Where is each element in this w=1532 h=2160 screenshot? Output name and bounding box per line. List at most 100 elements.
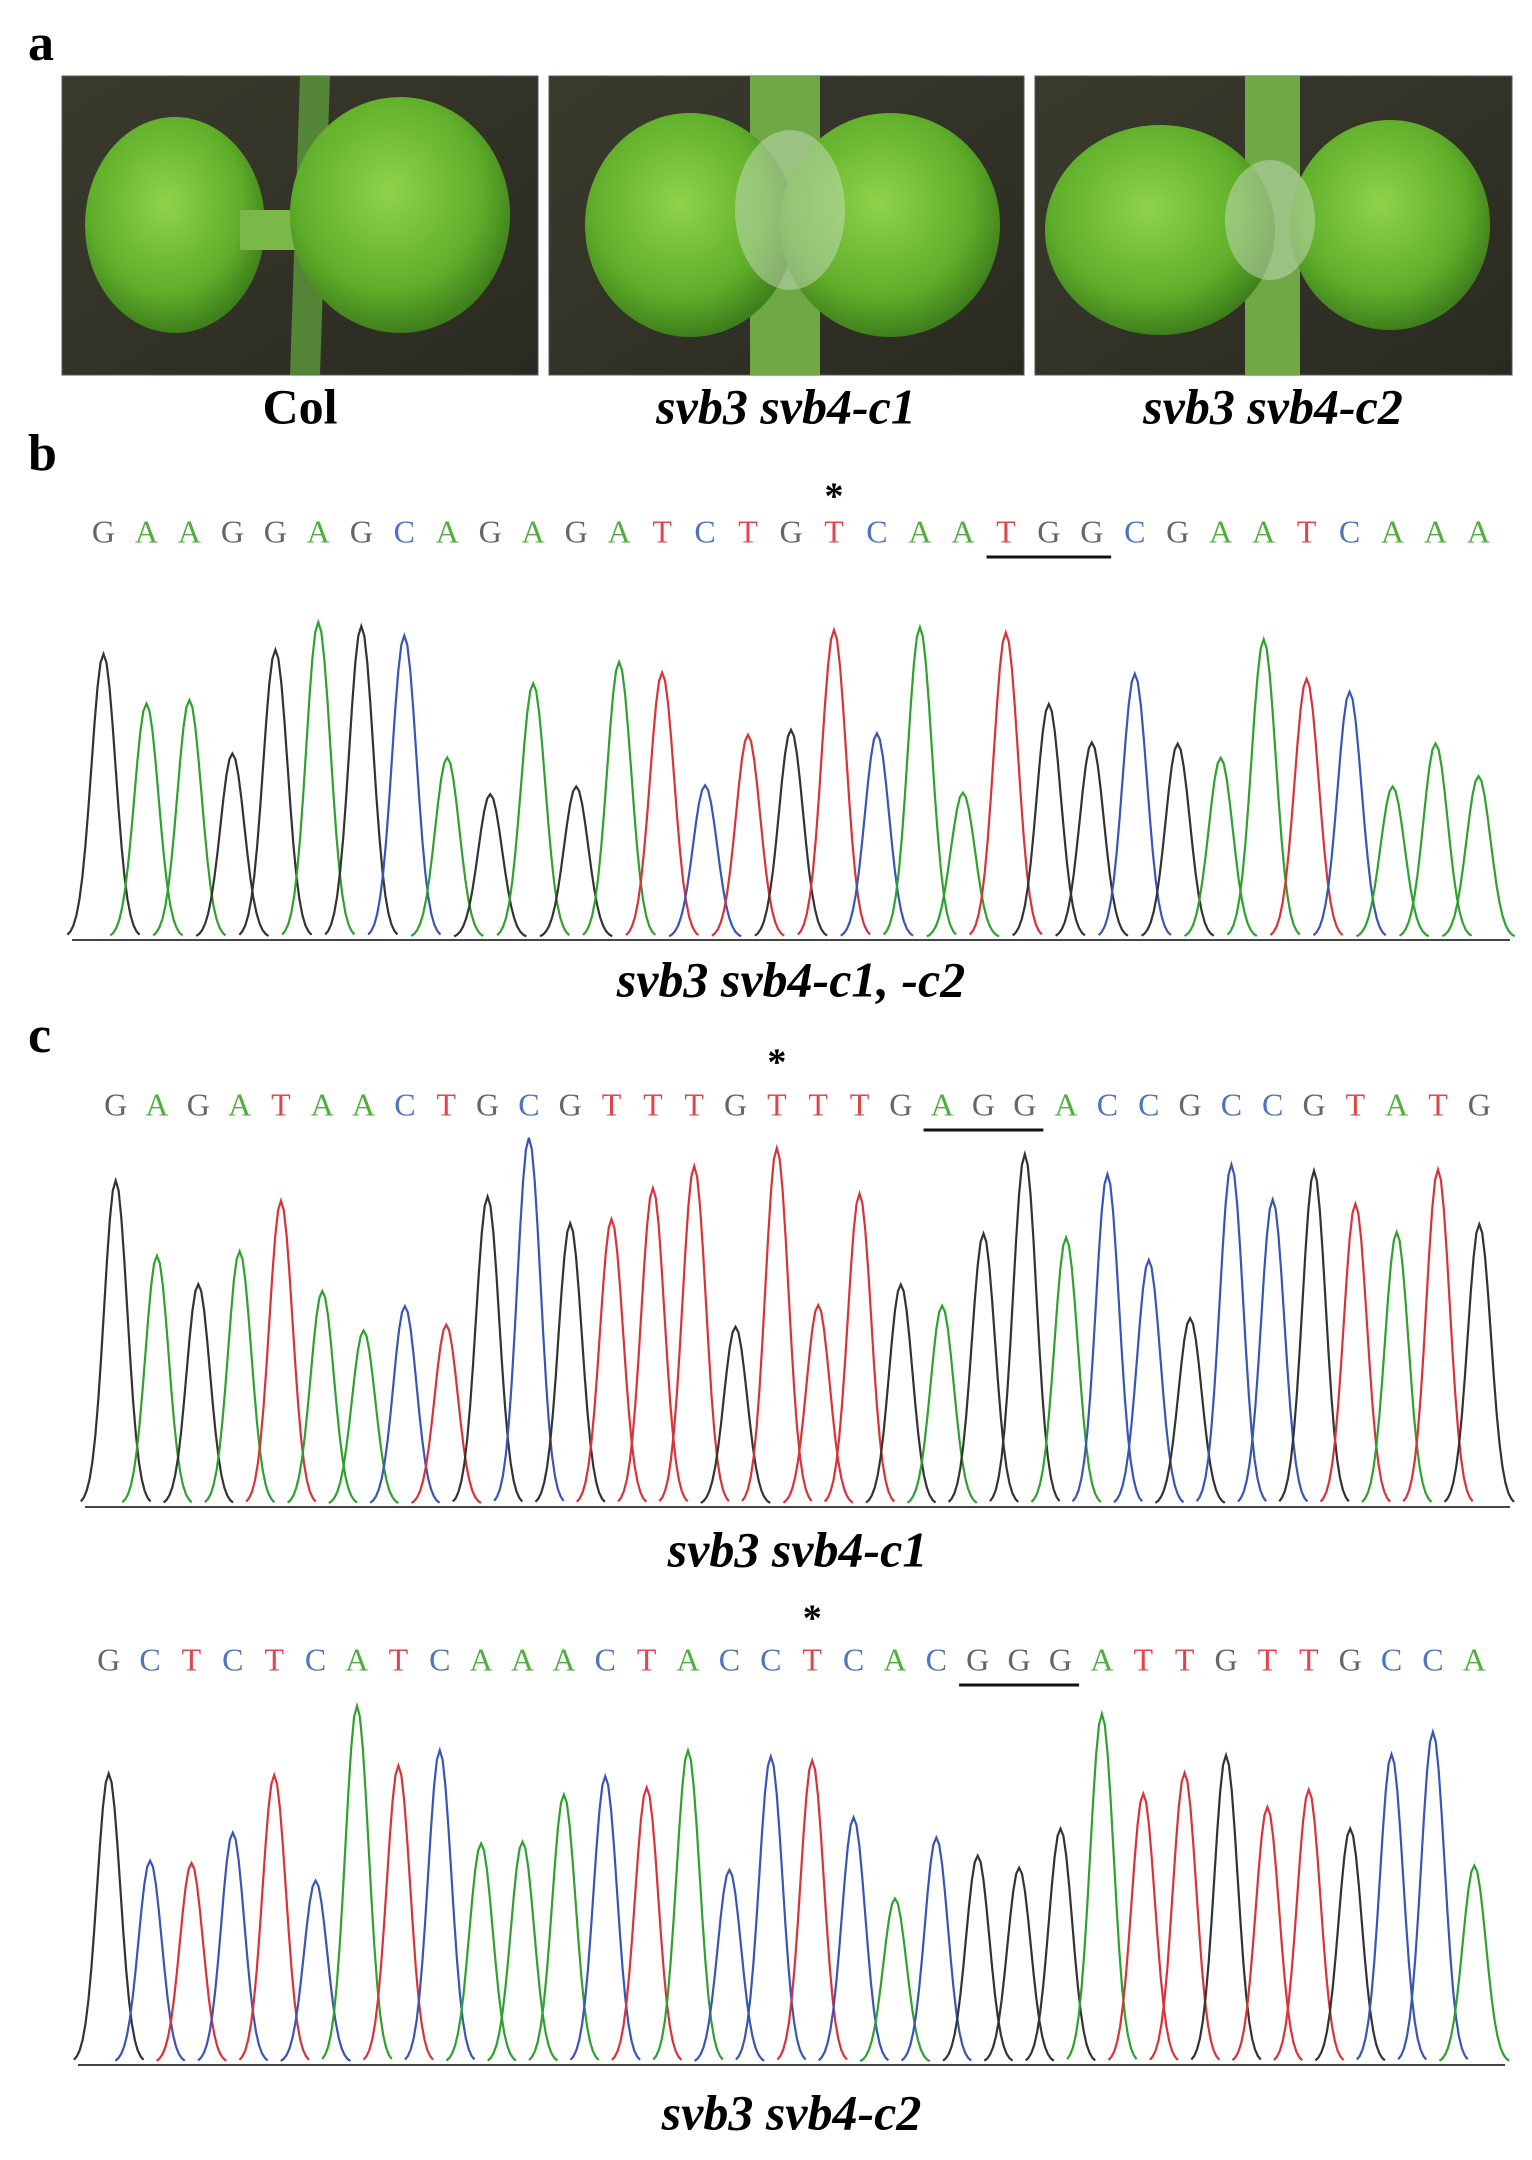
chromatogram-peak (1149, 1769, 1221, 2061)
sequence-letter: T (1299, 1641, 1319, 1677)
chromatogram-peak (694, 1867, 765, 2062)
chromatogram-peak (840, 730, 914, 937)
sequence-letter: C (694, 513, 715, 549)
chromatogram-peak (1355, 1750, 1428, 2061)
panel-label: b (28, 425, 57, 482)
chromatogram-peak (741, 1143, 813, 1502)
sequence-letter: T (824, 513, 844, 549)
sequence-letter: T (389, 1641, 409, 1677)
sequence-letter: C (1422, 1641, 1443, 1677)
chromatogram-peak (1398, 741, 1473, 937)
chromatogram-peak (1226, 635, 1301, 936)
chromatogram-peak (238, 646, 313, 936)
sequence-letter: C (866, 513, 887, 549)
chromatogram-peak (818, 1814, 890, 2062)
sequence-letter: G (1302, 1086, 1325, 1122)
sequence-letter: C (305, 1641, 326, 1677)
chromatogram-peak (1183, 755, 1258, 937)
chromatogram-peak (1314, 1825, 1386, 2062)
sequence-letter: T (602, 1086, 622, 1122)
sequence-letter: A (522, 513, 545, 549)
sequence-letter: A (436, 513, 459, 549)
chromatogram-peak (582, 658, 657, 936)
chromatogram-peak (528, 1791, 600, 2061)
chromatogram-peak (569, 1772, 641, 2061)
trace-caption: svb3 svb4-c1 (667, 1521, 928, 1577)
chromatogram-peak (162, 1281, 234, 1504)
chromatogram-peak (1397, 1727, 1469, 2060)
chromatogram-peak (328, 1328, 399, 1504)
sequence-letter: A (1385, 1086, 1408, 1122)
chromatogram-peak (281, 618, 356, 936)
chromatogram-peak (1107, 1790, 1179, 2061)
sequence-letter: G (1166, 513, 1189, 549)
sequence-letter: G (1214, 1641, 1237, 1677)
asterisk: * (803, 1598, 822, 1640)
sequence-letter: T (738, 513, 758, 549)
sequence-letter: C (1138, 1086, 1159, 1122)
chromatogram-peak (1269, 675, 1344, 936)
sequence-letter: T (436, 1086, 456, 1122)
chromatogram-peak (625, 669, 699, 936)
chromatogram-peak (121, 1252, 193, 1503)
chromatogram-peak (109, 700, 184, 937)
sequence-letter: A (951, 513, 974, 549)
chromatogram-peak (1113, 1256, 1185, 1504)
sequence-letter: T (1133, 1641, 1153, 1677)
sequence-letter: A (1463, 1641, 1486, 1677)
sequence-letter: G (350, 513, 373, 549)
chromatogram-peak (1278, 1166, 1350, 1502)
sequence-letter: A (470, 1641, 493, 1677)
chromatogram-peak (968, 629, 1043, 936)
chromatogram-peak (711, 732, 785, 937)
sequence-letter: T (1258, 1641, 1278, 1677)
chromatogram-peak (80, 1176, 152, 1503)
sequence-letter: T (1175, 1641, 1195, 1677)
sequence-letter: C (1381, 1641, 1402, 1677)
chromatogram-peak (1154, 1315, 1226, 1504)
sequence-letter: C (394, 1086, 415, 1122)
sequence-letter: T (808, 1086, 828, 1122)
sequence-letter: A (1467, 513, 1490, 549)
chromatogram-peak (1140, 741, 1215, 937)
chromatogram-peak (410, 1322, 482, 1504)
sequence-letter: A (307, 513, 330, 549)
chromatogram-peak (410, 755, 484, 937)
chromatogram-peak (735, 1752, 807, 2061)
sequence-letter: T (182, 1641, 202, 1677)
sequence-letter: T (264, 1641, 284, 1677)
chromatogram-peak (700, 1324, 771, 1504)
chromatogram-peak (1231, 1803, 1303, 2061)
chromatogram-peak (776, 1756, 848, 2061)
chromatogram-peak (859, 1896, 931, 2063)
chromatogram-peak (487, 1838, 559, 2062)
chromatogram-peak (152, 697, 227, 937)
chromatogram-peak (496, 680, 571, 936)
chromatogram-peak (1361, 1228, 1433, 1503)
photo (548, 75, 1025, 376)
sequence-letter: A (311, 1086, 334, 1122)
sequence-letter: G (1339, 1641, 1362, 1677)
sequence-letter: A (908, 513, 931, 549)
chromatogram-peak (926, 790, 1000, 938)
sequence-letter: C (843, 1641, 864, 1677)
chromatogram-peak (245, 1197, 317, 1503)
sequence-letter: A (352, 1086, 375, 1122)
chromatogram-peak (204, 1248, 276, 1503)
chromatogram-peak (1443, 1220, 1515, 1503)
sequence-letter: A (931, 1086, 954, 1122)
sequence-letter: C (394, 513, 415, 549)
chromatogram-peak (617, 1184, 689, 1503)
sequence-letter: A (228, 1086, 251, 1122)
sequence-letter: A (1252, 513, 1275, 549)
sequence-letter: C (139, 1641, 160, 1677)
chromatogram-peak (1097, 670, 1172, 936)
sequence-letter: T (271, 1086, 291, 1122)
chromatogram-peak (197, 1829, 269, 2062)
chromatogram-peak (534, 1219, 606, 1503)
sequence-letter: G (1008, 1641, 1031, 1677)
chromatogram-peak (445, 1840, 517, 2062)
photo (61, 75, 539, 376)
chromatogram-peak (73, 1770, 145, 2061)
asterisk: * (824, 476, 843, 518)
